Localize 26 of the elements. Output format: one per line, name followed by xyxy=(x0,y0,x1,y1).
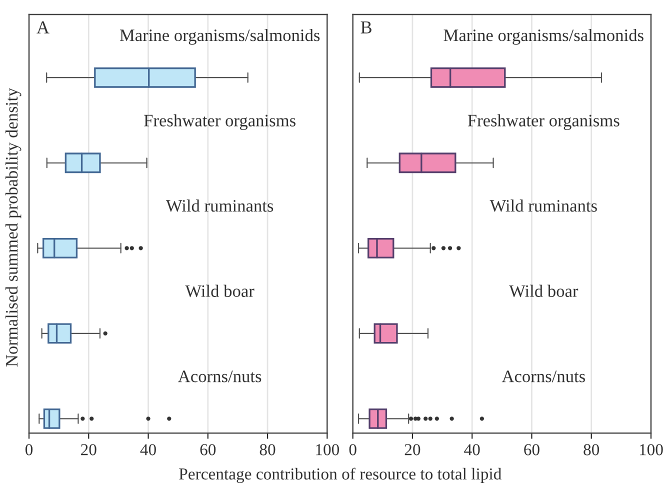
x-tick-label: 60 xyxy=(524,444,540,456)
y-tick-label: Wild boar xyxy=(185,284,254,298)
chart-title: B xyxy=(360,22,372,34)
x-tick-label: 0 xyxy=(25,444,33,456)
x-tick-label: 40 xyxy=(140,444,156,456)
x-tick-label: 80 xyxy=(260,444,276,456)
y-tick-label: Wild ruminants xyxy=(490,199,597,212)
x-tick-label: 60 xyxy=(200,444,216,456)
y-tick-label: Freshwater organisms xyxy=(468,114,620,130)
x-tick-label: 40 xyxy=(464,444,480,456)
x-tick-label: 0 xyxy=(349,444,356,456)
x-axis-title: Percentage contribution of resource to total lipid xyxy=(179,468,502,484)
y-tick-label: Marine organisms/salmonids xyxy=(120,28,320,45)
y-tick-label: Marine organisms/salmonids xyxy=(444,28,644,45)
x-tick-label: 80 xyxy=(584,444,600,456)
y-tick-label: Acorns/nuts xyxy=(178,370,262,382)
y-tick-label: Acorns/nuts xyxy=(502,370,585,382)
x-tick-label: 100 xyxy=(316,444,340,456)
y-axis-title: Normalised summed probability density xyxy=(5,88,22,367)
x-tick-label: 20 xyxy=(81,444,96,456)
x-tick-label: 20 xyxy=(404,444,420,456)
y-tick-label: Wild ruminants xyxy=(166,199,274,212)
y-tick-label: Freshwater organisms xyxy=(144,114,296,130)
y-tick-label: Wild boar xyxy=(509,284,578,298)
x-tick-label: 100 xyxy=(640,444,663,456)
chart-title: A xyxy=(36,21,50,34)
